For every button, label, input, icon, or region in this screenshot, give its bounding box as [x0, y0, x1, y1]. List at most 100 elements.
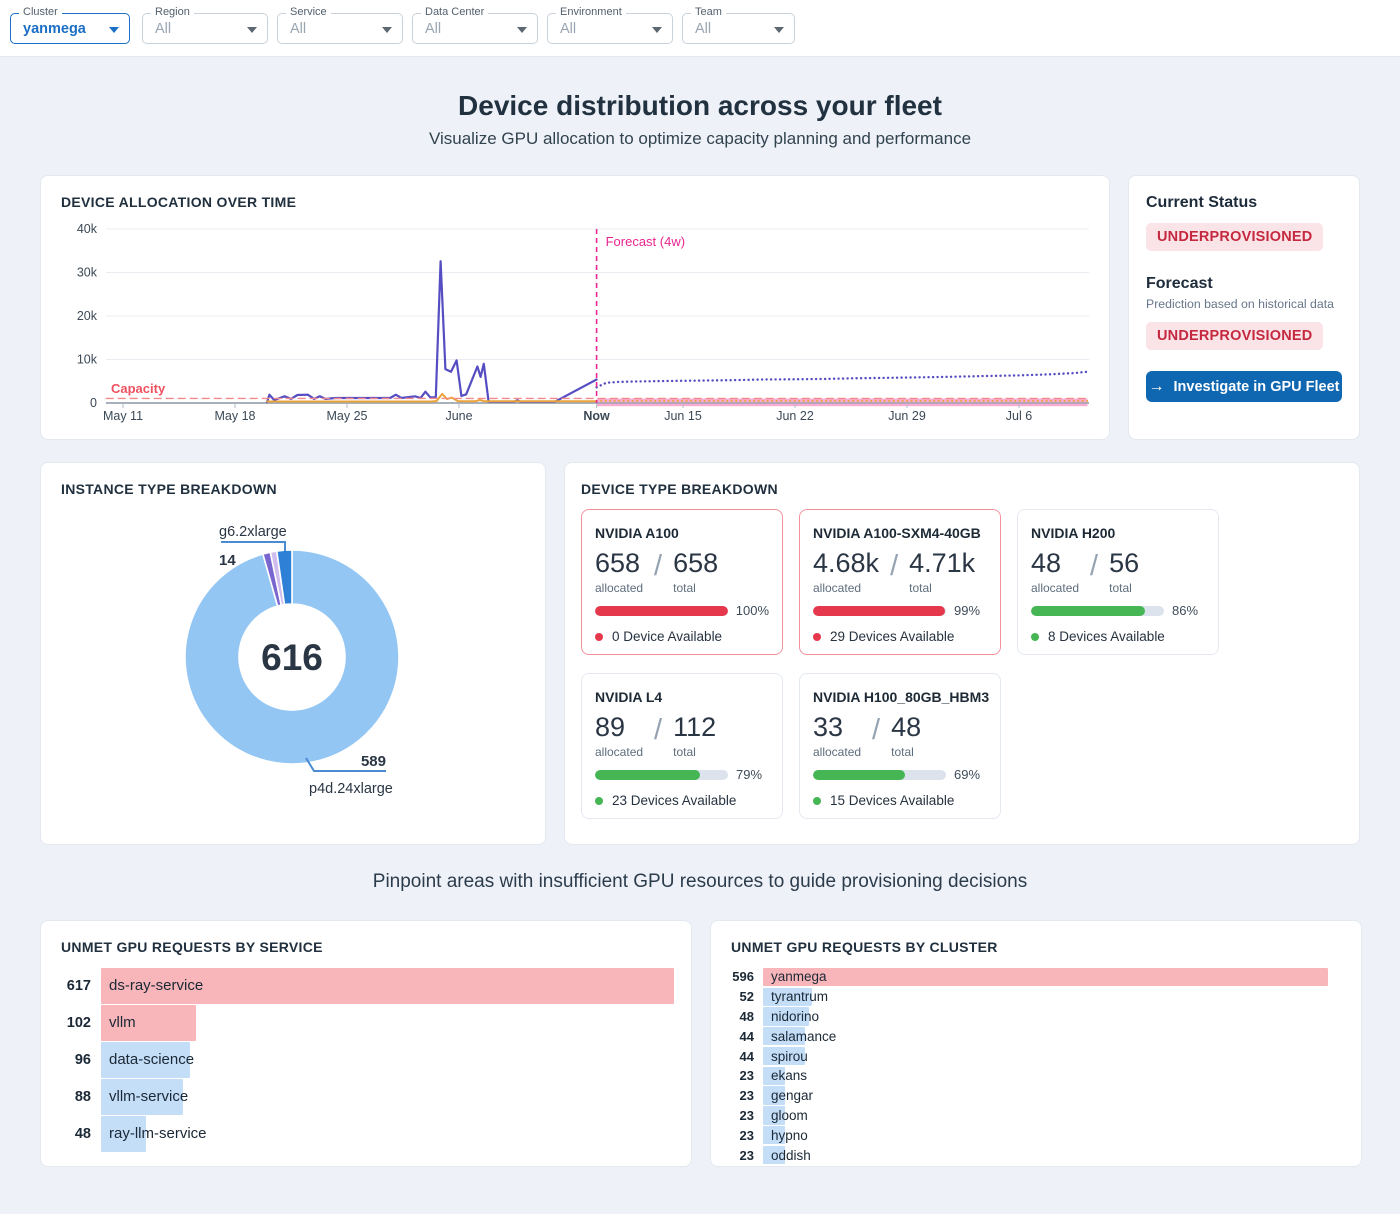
- bar-row-oddish[interactable]: 23 oddish: [711, 1145, 1361, 1165]
- unmet-service-card: UNMET GPU REQUESTS BY SERVICE 617 ds-ray-…: [40, 920, 692, 1167]
- chevron-down-icon: [774, 27, 784, 33]
- utilization-percent: 100%: [735, 603, 769, 618]
- callout-leader-bottom: [305, 757, 386, 772]
- bar-row-vllm[interactable]: 102 vllm: [41, 1004, 691, 1041]
- bar-value: 617: [66, 977, 91, 994]
- bar-value: 23: [739, 1127, 754, 1143]
- current-status-heading: Current Status: [1146, 194, 1258, 211]
- callout-bottom-label: p4d.24xlarge: [309, 781, 393, 797]
- device-name: NVIDIA A100: [595, 525, 679, 541]
- utilization-bar-fill: [813, 605, 945, 616]
- total-value: 56: [1109, 548, 1140, 578]
- allocated-group: 48 allocated: [1031, 548, 1079, 596]
- allocated-group: 33 allocated: [813, 714, 861, 760]
- filter-select-data-center[interactable]: Data Center All: [412, 6, 538, 44]
- y-tick-label: 0: [90, 396, 97, 410]
- donut-slice-p4d.24xlarge[interactable]: [184, 549, 400, 765]
- device-card-nvidia-l4[interactable]: NVIDIA L4 89 allocated / 112 total 79% 23 Devic…: [581, 673, 783, 819]
- bar-fill: [101, 1115, 146, 1152]
- availability-dot-icon: [1031, 632, 1039, 641]
- y-tick-label: 20k: [77, 309, 98, 323]
- callout-leader-top: [221, 541, 286, 551]
- availability-dot-icon: [595, 632, 603, 641]
- device-name: NVIDIA L4: [595, 689, 663, 705]
- device-values: 4.68k allocated / 4.71k total: [813, 548, 987, 596]
- device-card-nvidia-h200[interactable]: NVIDIA H200 48 allocated / 56 total 86% 8 Devic…: [1017, 509, 1219, 655]
- bar-label: vllm: [109, 1014, 136, 1031]
- bar-track: gengar: [763, 1086, 1361, 1105]
- unmet-cluster-card: UNMET GPU REQUESTS BY CLUSTER 596 yanmega…: [710, 920, 1362, 1167]
- device-name: NVIDIA H200: [1031, 525, 1116, 541]
- bar-row-ekans[interactable]: 23 ekans: [711, 1066, 1361, 1086]
- bar-row-salamance[interactable]: 44 salamance: [711, 1026, 1361, 1046]
- bar-value: 88: [74, 1088, 91, 1105]
- bar-fill: [763, 1046, 805, 1066]
- allocation-line-chart[interactable]: 0 10k 20k 30k 40k May 11 May 18 May 25 June Now Ju…: [41, 212, 1111, 439]
- total-caption: total: [891, 745, 914, 759]
- bar-track: vllm: [101, 1004, 691, 1041]
- bar-fill: [763, 987, 813, 1006]
- slash-divider: /: [872, 714, 881, 746]
- allocated-group: 658 allocated: [595, 550, 643, 596]
- availability-text: 23 Devices Available: [612, 793, 737, 808]
- bar-fill: [763, 1126, 785, 1145]
- filter-select-environment[interactable]: Environment All: [547, 6, 673, 44]
- bar-row-gengar[interactable]: 23 gengar: [711, 1086, 1361, 1106]
- utilization-percent: 69%: [954, 767, 981, 782]
- filter-value-cluster: yanmega: [23, 21, 86, 37]
- utilization-bar-track: [595, 769, 728, 780]
- x-tick-label: May 11: [103, 409, 143, 423]
- pinpoint-section-heading: Pinpoint areas with insufficient GPU res…: [372, 871, 1028, 892]
- allocated-value: 4.68k: [813, 548, 880, 578]
- allocated-value: 48: [1031, 548, 1062, 578]
- x-tick-label: June: [445, 409, 472, 423]
- filter-select-team[interactable]: Team All: [682, 6, 795, 44]
- chevron-down-icon: [517, 27, 527, 33]
- donut-slice-g6.2xlarge[interactable]: [275, 549, 293, 606]
- filter-select-region[interactable]: Region All: [142, 6, 268, 44]
- instance-breakdown-card: INSTANCE TYPE BREAKDOWN 616 g6.2xlarge 14 5…: [40, 462, 546, 845]
- bar-row-hypno[interactable]: 23 hypno: [711, 1125, 1361, 1145]
- bar-row-nidorino[interactable]: 48 nidorino: [711, 1007, 1361, 1027]
- bar-row-ds-ray-service[interactable]: 617 ds-ray-service: [41, 967, 691, 1004]
- series-allocated: [265, 260, 598, 404]
- investigate-gpu-fleet-button[interactable]: → Investigate in GPU Fleet: [1146, 371, 1342, 402]
- instance-type-donut-chart[interactable]: 616 g6.2xlarge 14 589 p4d.24xlarge: [41, 505, 547, 835]
- bar-fill: [101, 1041, 191, 1078]
- total-group: 56 total: [1109, 548, 1140, 596]
- bar-label: nidorino: [771, 1008, 820, 1024]
- filter-select-service[interactable]: Service All: [277, 6, 403, 44]
- bar-row-gloom[interactable]: 23 gloom: [711, 1106, 1361, 1126]
- availability-status: 23 Devices Available: [595, 793, 769, 808]
- filter-label-environment: Environment: [556, 6, 626, 18]
- filter-select-cluster[interactable]: Cluster yanmega: [10, 6, 130, 44]
- allocated-caption: allocated: [595, 745, 644, 759]
- device-card-nvidia-h100-80gb-hbm3[interactable]: NVIDIA H100_80GB_HBM3 33 allocated / 48 total…: [799, 673, 1001, 819]
- availability-dot-icon: [595, 796, 603, 805]
- filter-value-service: All: [290, 21, 307, 37]
- bar-row-spirou[interactable]: 44 spirou: [711, 1046, 1361, 1066]
- investigate-button-label: Investigate in GPU Fleet: [1173, 378, 1340, 395]
- device-card-nvidia-a100[interactable]: NVIDIA A100 658 allocated / 658 total 100% 0 De…: [581, 509, 783, 655]
- unmet-service-bars: 617 ds-ray-service 102 vllm 96 data-science 88…: [41, 967, 691, 1152]
- bar-track: ekans: [763, 1066, 1361, 1086]
- bar-value: 596: [732, 969, 754, 985]
- bar-row-data-science[interactable]: 96 data-science: [41, 1041, 691, 1078]
- x-tick-label: Jun 15: [664, 409, 702, 423]
- bar-row-tyrantrum[interactable]: 52 tyrantrum: [711, 987, 1361, 1007]
- bar-row-yanmega[interactable]: 596 yanmega: [711, 967, 1361, 987]
- y-tick-label: 40k: [77, 222, 98, 236]
- utilization-bar-track: [1031, 605, 1164, 616]
- bar-row-ray-llm-service[interactable]: 48 ray-llm-service: [41, 1115, 691, 1152]
- unmet-cluster-heading: UNMET GPU REQUESTS BY CLUSTER: [731, 939, 998, 955]
- utilization-percent: 99%: [954, 603, 981, 618]
- bar-row-vllm-service[interactable]: 88 vllm-service: [41, 1078, 691, 1115]
- bar-value: 44: [739, 1028, 754, 1044]
- device-card-nvidia-a100-sxm4-40gb[interactable]: NVIDIA A100-SXM4-40GB 4.68k allocated / 4.71…: [799, 509, 1001, 655]
- bar-value: 23: [739, 1088, 754, 1104]
- availability-dot-icon: [813, 632, 821, 641]
- utilization-bar-track: [595, 605, 728, 616]
- bar-fill: [763, 1027, 805, 1046]
- x-tick-label: Now: [583, 409, 610, 423]
- bar-value: 52: [739, 989, 754, 1005]
